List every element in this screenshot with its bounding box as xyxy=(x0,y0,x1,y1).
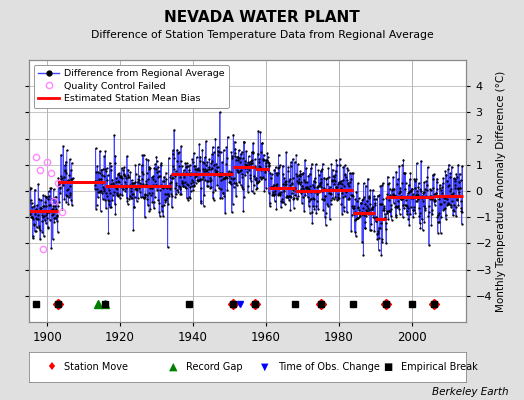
Text: NEVADA WATER PLANT: NEVADA WATER PLANT xyxy=(164,10,360,25)
Text: ♦: ♦ xyxy=(46,362,56,372)
Text: Record Gap: Record Gap xyxy=(187,362,243,372)
Text: ▲: ▲ xyxy=(169,362,177,372)
Legend: Difference from Regional Average, Quality Control Failed, Estimated Station Mean: Difference from Regional Average, Qualit… xyxy=(34,65,229,108)
Text: Difference of Station Temperature Data from Regional Average: Difference of Station Temperature Data f… xyxy=(91,30,433,40)
Text: Station Move: Station Move xyxy=(64,362,128,372)
Text: Time of Obs. Change: Time of Obs. Change xyxy=(278,362,380,372)
Text: Empirical Break: Empirical Break xyxy=(401,362,477,372)
Y-axis label: Monthly Temperature Anomaly Difference (°C): Monthly Temperature Anomaly Difference (… xyxy=(496,70,506,312)
Text: Berkeley Earth: Berkeley Earth xyxy=(432,387,508,397)
Text: ■: ■ xyxy=(383,362,392,372)
Text: ▼: ▼ xyxy=(261,362,268,372)
